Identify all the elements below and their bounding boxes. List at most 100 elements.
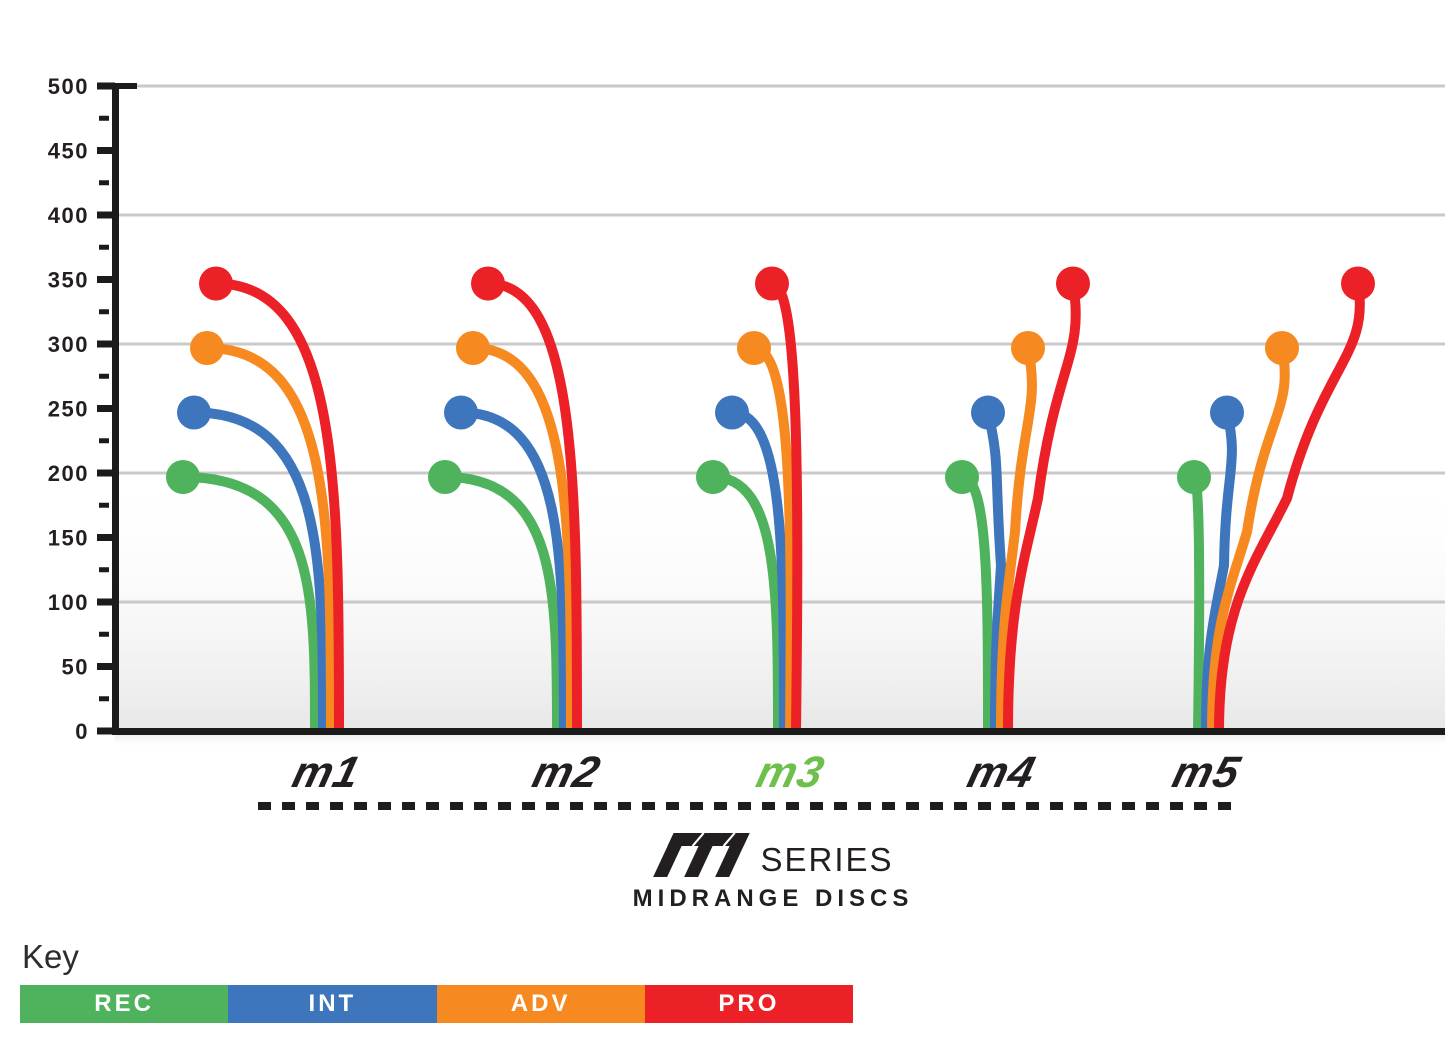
y-axis-major-tick-250 — [97, 405, 115, 412]
logo-subtitle: MIDRANGE DISCS — [632, 885, 914, 912]
flight-path-m2-adv — [472, 343, 576, 732]
key-legend: Key REC INT ADV PRO — [20, 938, 853, 1023]
y-axis-major-tick-450 — [97, 147, 115, 154]
flight-dot-m3-int — [715, 395, 749, 430]
y-axis-minor-tick-425 — [99, 180, 109, 186]
flight-dot-m3-pro — [755, 266, 789, 301]
x-axis-label-m2: m2 — [528, 749, 606, 797]
x-axis-label-group-m1: m1 — [288, 749, 366, 797]
y-axis-tick-label-200: 200 — [48, 461, 89, 486]
flight-dot-m2-adv — [456, 331, 490, 365]
flight-dot-m3-adv — [737, 331, 771, 365]
y-axis-major-tick-50 — [97, 663, 115, 670]
flight-path-m1-adv — [206, 343, 336, 732]
flight-path-m2-rec — [444, 472, 562, 732]
key-segment-rec: REC — [20, 985, 229, 1023]
y-axis-minor-tick-175 — [99, 502, 109, 508]
flight-dot-m1-int — [177, 395, 211, 430]
y-axis-minor-tick-475 — [99, 115, 109, 121]
key-segment-label-int: INT — [308, 990, 357, 1017]
y-axis-minor-tick-325 — [99, 309, 109, 315]
y-axis-major-tick-400 — [97, 211, 115, 219]
flight-dot-m5-int — [1210, 395, 1244, 430]
y-axis-minor-tick-125 — [99, 567, 109, 573]
flight-path-m4-pro — [1003, 282, 1081, 732]
flight-dot-m3-rec — [696, 460, 730, 494]
flight-dot-m4-pro — [1056, 266, 1090, 301]
y-axis-major-tick-500 — [97, 82, 115, 90]
y-axis-major-tick-100 — [97, 598, 115, 606]
flight-path-m2-int — [460, 407, 569, 732]
y-axis-tick-label-400: 400 — [48, 203, 89, 228]
flight-path-m2-pro — [487, 278, 582, 732]
y-axis-tick-label-150: 150 — [48, 526, 89, 551]
flight-dot-m4-adv — [1011, 331, 1045, 365]
flight-chart-svg: 0 50 100 150 200 250 300 350 400 450 500 m1 m2 m3 m4 m5 — [48, 74, 1445, 810]
x-axis-label-group-m2: m2 — [528, 749, 606, 797]
flight-dot-m5-pro — [1341, 266, 1375, 301]
y-axis-major-tick-150 — [97, 534, 115, 541]
flight-path-m4-adv — [996, 347, 1037, 732]
flight-dot-m1-adv — [190, 331, 224, 365]
x-axis-label-group-m3: m3 — [752, 749, 830, 797]
m-logo-icon — [652, 833, 750, 877]
y-axis-minor-tick-275 — [99, 373, 109, 379]
flight-path-m5-pro — [1214, 282, 1365, 732]
x-axis-label-group-m4: m4 — [963, 749, 1041, 797]
key-title: Key — [22, 938, 79, 975]
flight-dot-m1-rec — [166, 460, 200, 494]
top-gridline-cap — [115, 83, 137, 89]
y-axis-tick-label-300: 300 — [48, 332, 89, 357]
key-segment-adv: ADV — [436, 985, 645, 1023]
y-axis-minor-tick-225 — [99, 438, 109, 444]
y-axis-minor-tick-75 — [99, 631, 109, 637]
x-axis-label-m3: m3 — [752, 749, 830, 797]
key-bar: REC INT ADV PRO — [20, 985, 853, 1023]
series-logo: SERIES MIDRANGE DISCS — [633, 833, 914, 913]
series-logo-top: SERIES — [652, 833, 893, 877]
y-axis-tick-label-450: 450 — [48, 139, 89, 164]
x-axis-line — [112, 728, 1445, 735]
key-segment-int: INT — [228, 985, 437, 1023]
flight-dot-m4-int — [971, 395, 1005, 430]
flight-dot-m2-int — [444, 395, 478, 430]
flight-path-m1-pro — [215, 278, 344, 732]
y-axis-major-tick-200 — [97, 469, 115, 477]
y-axis-tick-label-100: 100 — [48, 590, 89, 615]
y-axis-major-tick-0 — [97, 727, 115, 735]
flight-dot-m1-pro — [199, 266, 233, 301]
x-axis-label-m5: m5 — [1168, 749, 1246, 797]
flight-path-m1-rec — [182, 472, 320, 732]
y-axis-tick-label-350: 350 — [48, 268, 89, 293]
flight-path-m4-int — [983, 411, 1007, 732]
y-axis-minor-tick-375 — [99, 244, 109, 250]
flight-dot-m5-adv — [1265, 331, 1299, 365]
y-axis-tick-label-0: 0 — [75, 719, 89, 744]
y-axis-major-tick-350 — [97, 276, 115, 283]
y-axis-tick-label-50: 50 — [62, 655, 89, 680]
flight-path-m5-rec — [1189, 472, 1205, 732]
y-axis-major-tick-300 — [97, 340, 115, 348]
y-axis-tick-label-500: 500 — [48, 74, 89, 99]
x-axis-label-m4: m4 — [963, 749, 1041, 797]
flight-dot-m2-rec — [428, 460, 462, 494]
key-segment-label-pro: PRO — [718, 990, 780, 1017]
flight-path-m1-int — [193, 407, 328, 732]
key-segment-pro: PRO — [644, 985, 853, 1023]
y-axis-minor-tick-25 — [99, 696, 109, 702]
key-segment-label-adv: ADV — [510, 990, 571, 1017]
y-axis-line — [112, 83, 119, 734]
flight-dot-m2-pro — [471, 266, 505, 301]
flight-path-m3-int — [731, 407, 789, 732]
y-axis-tick-label-250: 250 — [48, 397, 89, 422]
logo-series-text: SERIES — [760, 841, 894, 878]
flight-path-m5-adv — [1207, 347, 1290, 732]
x-axis-label-group-m5: m5 — [1168, 749, 1246, 797]
below-axis-shading — [115, 734, 1445, 748]
flight-path-m5-int — [1201, 411, 1237, 732]
key-segment-label-rec: REC — [94, 990, 154, 1017]
x-axis-label-m1: m1 — [288, 749, 366, 797]
flight-dot-m4-rec — [945, 460, 979, 494]
flight-dot-m5-rec — [1177, 460, 1211, 494]
